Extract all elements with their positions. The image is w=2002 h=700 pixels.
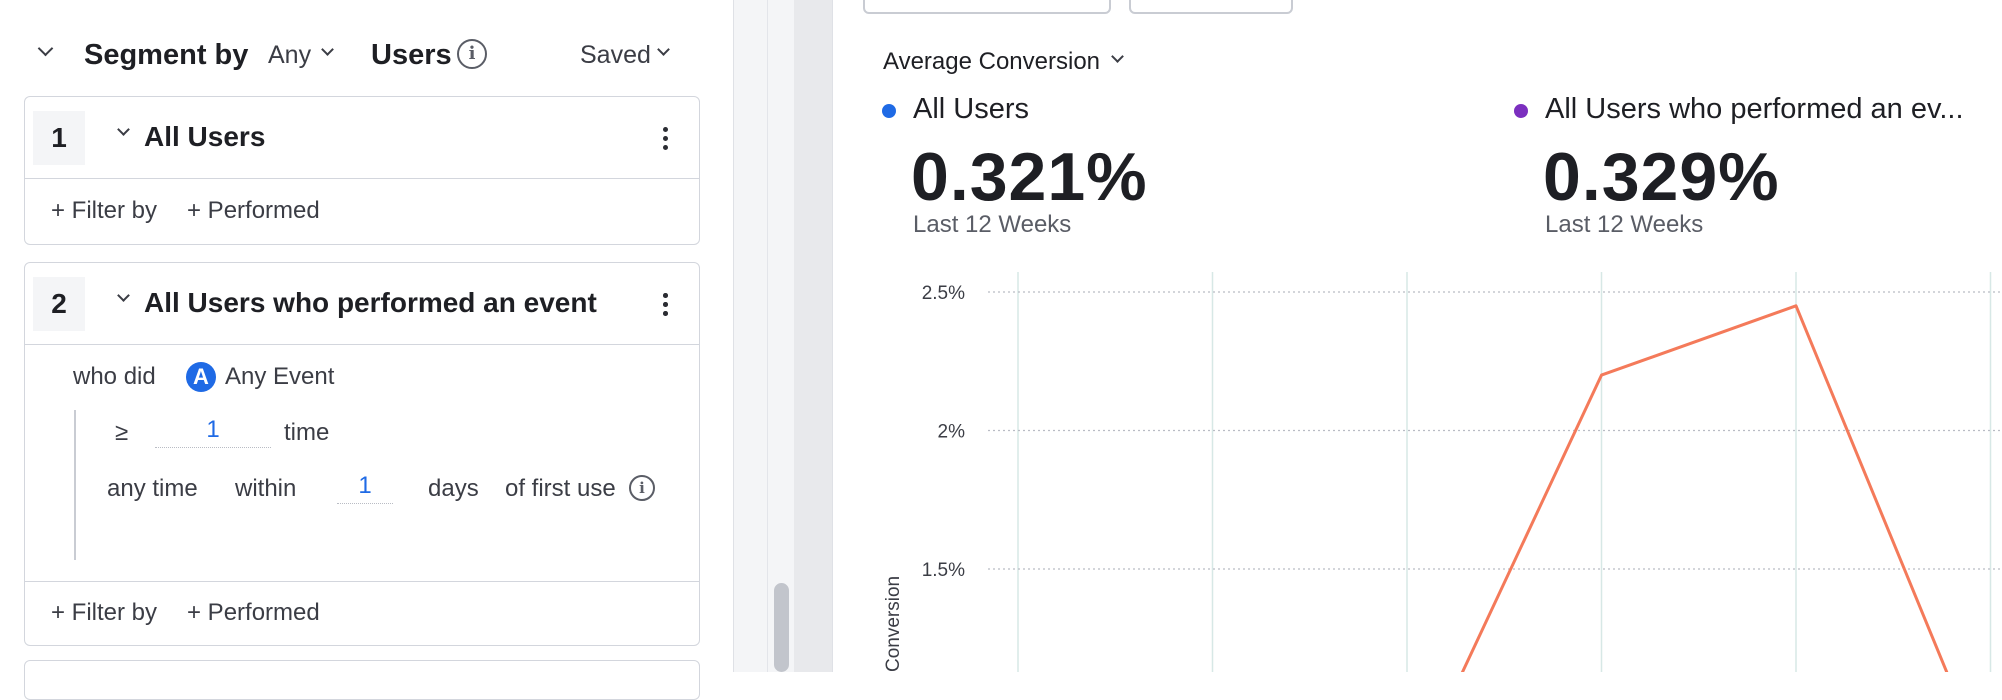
within-unit-selector[interactable]: days	[428, 475, 479, 502]
metric-period: Last 12 Weeks	[913, 211, 1072, 238]
entity-selector[interactable]: Users	[371, 39, 452, 71]
segment-card	[24, 660, 700, 700]
conversion-line-chart: 2.5% 2% 1.5% Conversion	[883, 272, 2002, 672]
toolbar-button[interactable]	[863, 0, 1111, 14]
count-input[interactable]: 1	[155, 413, 271, 448]
y-tick-label: 2.5%	[922, 283, 965, 304]
performed-button[interactable]: + Performed	[187, 599, 320, 626]
of-first-use-label: of first use	[505, 475, 616, 502]
metric-period: Last 12 Weeks	[1545, 211, 1704, 238]
within-input[interactable]: 1	[337, 469, 393, 504]
series-line[interactable]	[1446, 304, 1961, 672]
segment-title: Segment by	[84, 39, 249, 71]
metric-name: All Users who performed an ev...	[1545, 93, 1964, 125]
more-conditions-icon[interactable]	[663, 293, 669, 320]
operator-selector[interactable]: ≥	[115, 419, 129, 446]
saved-segments-button[interactable]: Saved	[580, 41, 651, 69]
scrollbar-thumb[interactable]	[774, 583, 789, 672]
metric-selector[interactable]: Average Conversion	[883, 48, 1101, 75]
event-selector[interactable]: Any Event	[225, 363, 335, 390]
chevron-down-icon[interactable]	[117, 123, 130, 136]
time-scope-selector[interactable]: any time	[107, 475, 198, 502]
metric-value: 0.321%	[911, 139, 1148, 215]
y-tick-label: 1.5%	[922, 560, 965, 581]
chevron-down-icon[interactable]	[1111, 50, 1124, 63]
legend-dot-icon	[1514, 104, 1528, 118]
chart-panel: Average Conversion All Users 0.321% Last…	[832, 0, 2002, 672]
filter-by-button[interactable]: + Filter by	[51, 599, 158, 626]
info-icon[interactable]: i	[457, 39, 487, 69]
toolbar-button[interactable]	[1129, 0, 1293, 14]
metric-name: All Users	[913, 93, 1030, 125]
y-axis-label: Conversion	[883, 576, 904, 672]
y-tick-label: 2%	[938, 422, 966, 443]
who-did-label: who did	[73, 363, 156, 390]
chevron-down-icon[interactable]	[117, 289, 130, 302]
segment-card: 2 All Users who performed an event who d…	[24, 262, 700, 646]
match-selector[interactable]: Any	[268, 41, 312, 69]
collapse-chevron-icon[interactable]	[37, 40, 54, 57]
more-options-icon[interactable]	[663, 127, 669, 154]
segment-number: 1	[33, 111, 85, 165]
chevron-down-icon[interactable]	[321, 43, 334, 56]
chevron-down-icon[interactable]	[657, 43, 670, 56]
segment-name[interactable]: All Users who performed an event	[144, 287, 597, 318]
segment-header: Segment by Any Users i Saved	[0, 30, 734, 82]
segment-card-footer: + Filter by + Performed	[25, 581, 699, 645]
segment-panel: Segment by Any Users i Saved 1 All Users…	[0, 0, 734, 700]
condition-indent-line	[74, 410, 76, 560]
within-label: within	[235, 475, 297, 502]
segment-name[interactable]: All Users	[144, 121, 266, 152]
segment-card: 1 All Users + Filter by + Performed	[24, 96, 700, 245]
resize-handle[interactable]	[794, 0, 832, 672]
legend-dot-icon	[882, 104, 896, 118]
segment-card-header: 2 All Users who performed an event	[25, 263, 699, 345]
segment-number: 2	[33, 277, 85, 331]
segment-card-footer: + Filter by + Performed	[25, 180, 699, 244]
segment-card-header: 1 All Users	[25, 97, 699, 179]
info-icon[interactable]: i	[629, 475, 655, 501]
count-unit-label: time	[284, 419, 330, 446]
metric-value: 0.329%	[1543, 139, 1780, 215]
scrollbar-track	[767, 0, 768, 672]
filter-by-button[interactable]: + Filter by	[51, 197, 158, 224]
event-icon: A	[186, 362, 216, 392]
performed-button[interactable]: + Performed	[187, 197, 320, 224]
panel-splitter	[734, 0, 794, 672]
